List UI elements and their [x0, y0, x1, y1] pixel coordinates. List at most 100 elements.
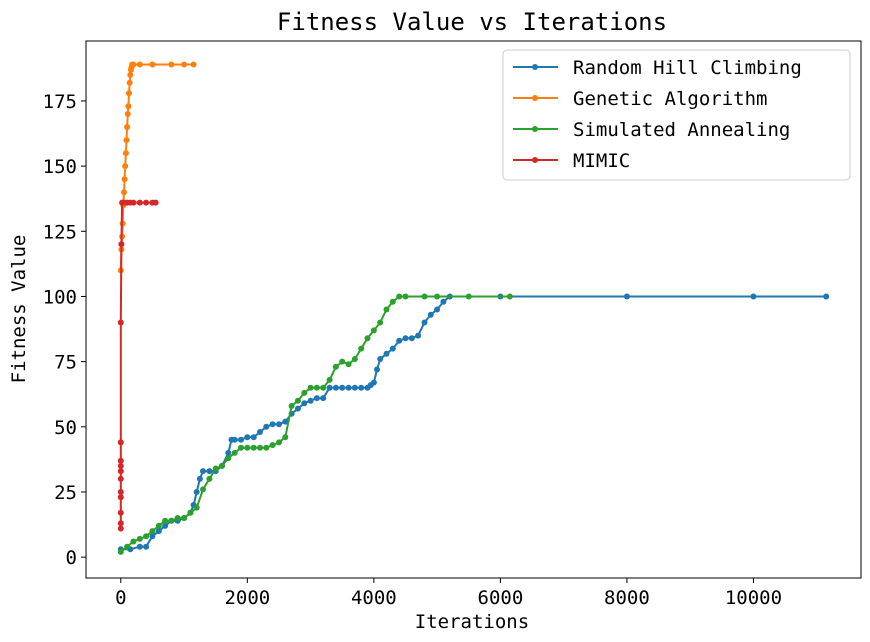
data-point	[434, 306, 441, 313]
series-1	[117, 61, 197, 274]
series-3	[117, 199, 159, 532]
data-point	[415, 332, 422, 339]
data-point	[377, 319, 384, 326]
x-axis-ticks: 0 2000 4000 6000 8000 10000	[115, 578, 782, 609]
legend-swatch-marker	[532, 157, 538, 163]
data-point	[136, 543, 143, 550]
legend-frame	[502, 49, 851, 181]
data-point	[225, 455, 232, 462]
data-point	[117, 509, 124, 516]
data-point	[117, 520, 124, 527]
data-point	[123, 137, 130, 144]
data-point	[212, 465, 219, 472]
data-point	[149, 61, 156, 68]
data-point	[370, 379, 377, 386]
data-point	[250, 444, 257, 451]
data-point	[238, 444, 244, 451]
series-0	[117, 293, 830, 553]
data-point	[206, 468, 213, 475]
data-point	[383, 306, 390, 313]
legend-item: Simulated Annealing	[513, 119, 790, 141]
data-point	[124, 124, 131, 130]
data-point	[440, 298, 447, 305]
data-point	[301, 389, 308, 396]
legend-item: Genetic Algorithm	[513, 88, 767, 110]
data-point	[127, 71, 134, 78]
data-point	[206, 475, 213, 482]
data-point	[168, 61, 175, 68]
series-line	[120, 295, 827, 551]
data-point	[219, 462, 225, 469]
data-point	[130, 199, 137, 206]
x-tick-label: 10000	[725, 587, 782, 609]
data-point	[320, 384, 327, 391]
data-point	[117, 494, 124, 501]
data-point	[623, 293, 630, 300]
data-point	[402, 335, 409, 342]
y-tick-label: 25	[54, 482, 77, 504]
data-point	[187, 509, 194, 516]
data-point	[465, 293, 472, 300]
data-point	[389, 298, 396, 305]
y-tick-label: 50	[54, 417, 77, 439]
legend-item: MIMIC	[513, 150, 630, 172]
data-point	[181, 515, 188, 521]
data-point	[117, 548, 124, 555]
legend-label: Simulated Annealing	[573, 119, 790, 141]
data-point	[263, 423, 270, 430]
data-point	[282, 434, 289, 441]
data-point	[149, 533, 156, 540]
y-tick-label: 100	[43, 286, 77, 308]
data-point	[244, 444, 251, 451]
data-point	[117, 489, 124, 495]
data-point	[117, 462, 124, 469]
data-point	[168, 517, 175, 524]
data-point	[117, 525, 124, 532]
legend-item: Random Hill Climbing	[513, 57, 802, 79]
data-point	[117, 457, 124, 464]
data-point	[383, 350, 390, 357]
data-point	[282, 418, 289, 425]
data-point	[506, 293, 513, 300]
x-axis-label: Iterations	[415, 611, 529, 633]
data-point	[345, 384, 352, 391]
data-point	[263, 444, 270, 451]
data-point	[408, 335, 415, 342]
data-point	[136, 535, 143, 542]
data-point	[288, 403, 295, 409]
legend-label: Genetic Algorithm	[573, 88, 767, 110]
data-point	[402, 293, 409, 300]
data-point	[124, 543, 131, 550]
legend-label: Random Hill Climbing	[573, 57, 802, 79]
data-point	[427, 311, 434, 318]
legend-swatch-marker	[532, 126, 538, 132]
data-point	[307, 397, 314, 404]
data-point	[358, 384, 365, 391]
legend: Random Hill Climbing Genetic Algorithm Sim…	[502, 49, 851, 181]
data-point	[118, 241, 125, 248]
x-tick-label: 6000	[478, 587, 524, 609]
data-point	[149, 528, 156, 535]
data-point	[332, 384, 339, 391]
data-point	[231, 436, 238, 443]
data-point	[320, 395, 327, 402]
y-tick-label: 75	[54, 352, 77, 374]
data-point	[351, 356, 358, 362]
data-point	[143, 199, 150, 206]
data-point	[244, 434, 251, 441]
data-point	[389, 345, 396, 352]
data-point	[269, 421, 276, 428]
data-point	[126, 79, 133, 86]
data-point	[345, 361, 352, 368]
data-point	[339, 384, 346, 391]
data-point	[326, 376, 333, 383]
data-point	[257, 429, 263, 435]
data-point	[124, 111, 131, 117]
data-point	[269, 442, 276, 449]
data-point	[162, 522, 169, 529]
data-point	[121, 176, 128, 183]
data-point	[143, 543, 150, 550]
data-point	[377, 356, 384, 362]
plot-area-frame	[85, 40, 862, 579]
data-point	[225, 449, 232, 456]
